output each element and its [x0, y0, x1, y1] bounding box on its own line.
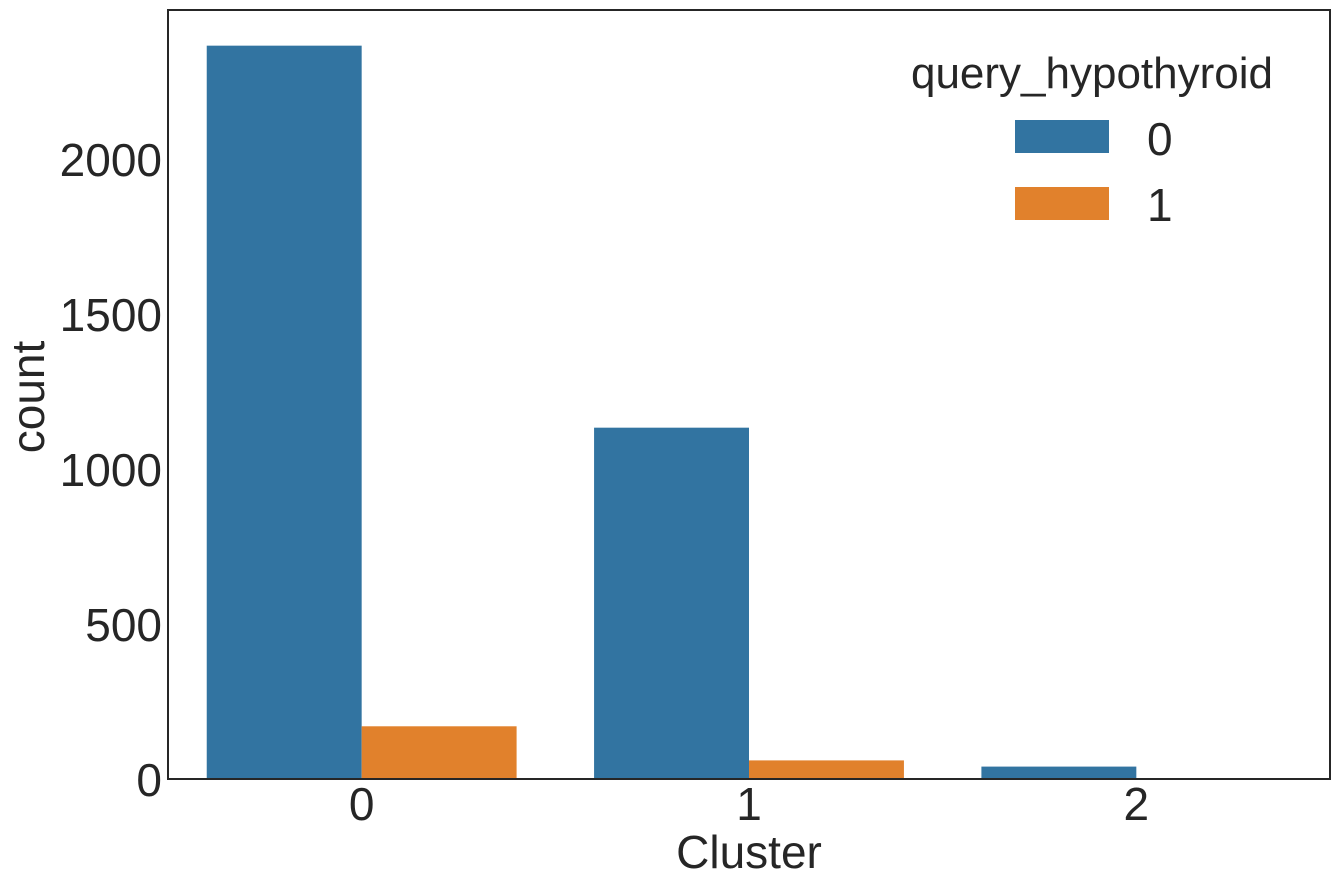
- y-tick-label: 1500: [60, 289, 162, 341]
- y-tick-labels: 0 500 1000 1500 2000: [60, 134, 162, 806]
- bar-series-0-cluster-2: [981, 766, 1137, 779]
- legend-label-0: 0: [1147, 113, 1173, 165]
- x-tick-labels: 0 1 2: [349, 778, 1149, 830]
- legend-title: query_hypothyroid: [911, 49, 1273, 98]
- bar-series-1-cluster-0: [361, 726, 517, 779]
- bar-series-0-cluster-0: [206, 45, 362, 779]
- legend-label-1: 1: [1147, 179, 1173, 231]
- bars-group: [206, 45, 1137, 779]
- y-tick-label: 500: [85, 599, 162, 651]
- legend: query_hypothyroid 0 1: [911, 49, 1273, 231]
- y-tick-label: 1000: [60, 444, 162, 496]
- legend-swatch-1: [1015, 187, 1109, 220]
- x-tick-label: 2: [1124, 778, 1150, 830]
- bar-series-1-cluster-1: [749, 760, 904, 779]
- x-tick-label: 0: [349, 778, 375, 830]
- y-tick-label: 0: [136, 754, 162, 806]
- x-axis-title: Cluster: [676, 826, 822, 878]
- legend-swatch-0: [1015, 120, 1109, 153]
- y-tick-label: 2000: [60, 134, 162, 186]
- x-tick-label: 1: [736, 778, 762, 830]
- plot-frame: [167, 9, 1331, 780]
- y-axis-title: count: [2, 341, 54, 454]
- bar-series-0-cluster-1: [594, 427, 749, 779]
